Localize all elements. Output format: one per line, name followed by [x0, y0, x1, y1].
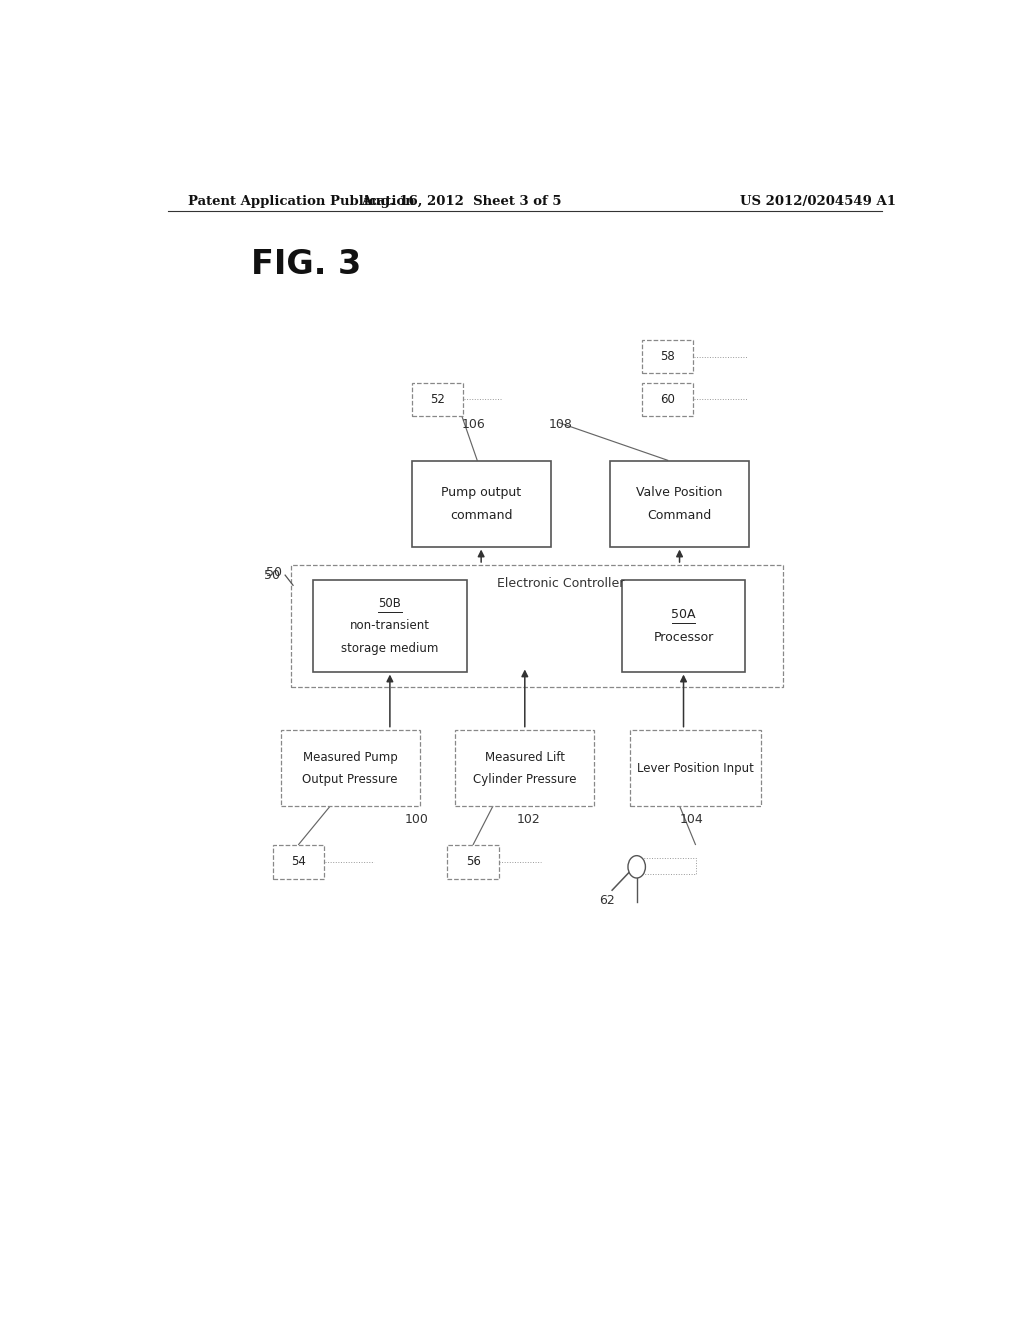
Text: Cylinder Pressure: Cylinder Pressure: [473, 774, 577, 785]
Text: Electronic Controller: Electronic Controller: [497, 577, 625, 590]
FancyBboxPatch shape: [637, 858, 696, 874]
FancyBboxPatch shape: [412, 383, 463, 416]
Text: 56: 56: [466, 855, 480, 869]
Text: 104: 104: [680, 813, 703, 825]
Circle shape: [628, 855, 645, 878]
Text: Patent Application Publication: Patent Application Publication: [187, 195, 415, 209]
Text: 58: 58: [660, 350, 675, 363]
Text: 60: 60: [660, 393, 675, 405]
Text: FIG. 3: FIG. 3: [251, 248, 361, 281]
Text: 62: 62: [599, 894, 615, 907]
Text: Command: Command: [647, 508, 712, 521]
Text: Lever Position Input: Lever Position Input: [637, 762, 754, 775]
Text: non-transient: non-transient: [350, 619, 430, 632]
Text: 52: 52: [430, 393, 445, 405]
Text: Valve Position: Valve Position: [636, 486, 723, 499]
FancyBboxPatch shape: [642, 339, 693, 374]
Text: 50: 50: [264, 569, 281, 582]
Text: Pump output: Pump output: [441, 486, 521, 499]
FancyBboxPatch shape: [281, 730, 420, 807]
Text: 108: 108: [549, 418, 572, 432]
Text: Output Pressure: Output Pressure: [302, 774, 398, 785]
FancyBboxPatch shape: [642, 383, 693, 416]
FancyBboxPatch shape: [272, 845, 325, 879]
FancyBboxPatch shape: [412, 461, 551, 548]
FancyBboxPatch shape: [447, 845, 499, 879]
Text: Aug. 16, 2012  Sheet 3 of 5: Aug. 16, 2012 Sheet 3 of 5: [361, 195, 561, 209]
Text: 102: 102: [517, 813, 541, 825]
Text: 54: 54: [291, 855, 306, 869]
Text: command: command: [450, 508, 512, 521]
Text: US 2012/0204549 A1: US 2012/0204549 A1: [740, 195, 896, 209]
Text: storage medium: storage medium: [341, 642, 438, 655]
Text: Processor: Processor: [653, 631, 714, 644]
Text: Measured Lift: Measured Lift: [484, 751, 565, 763]
FancyBboxPatch shape: [622, 581, 745, 672]
FancyBboxPatch shape: [456, 730, 594, 807]
FancyBboxPatch shape: [610, 461, 749, 548]
FancyBboxPatch shape: [312, 581, 467, 672]
FancyBboxPatch shape: [291, 565, 782, 686]
Text: Measured Pump: Measured Pump: [303, 751, 397, 763]
Text: 100: 100: [404, 813, 428, 825]
FancyBboxPatch shape: [630, 730, 761, 807]
Text: 50A: 50A: [672, 609, 695, 622]
Text: 106: 106: [461, 418, 485, 432]
Text: 50B: 50B: [379, 597, 401, 610]
Text: 50: 50: [266, 565, 282, 578]
